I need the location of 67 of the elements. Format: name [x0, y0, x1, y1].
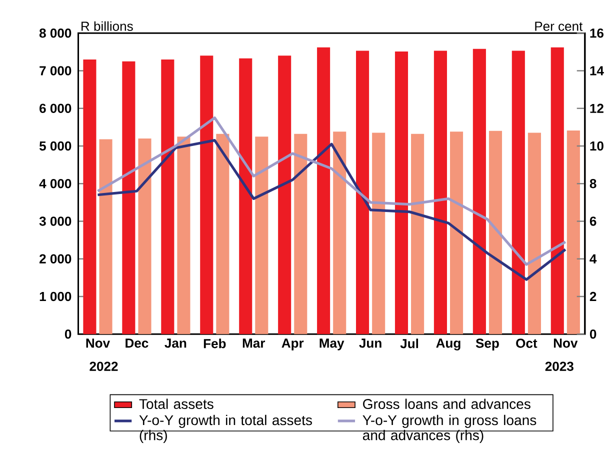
y-tick-label: 4 000	[39, 178, 72, 188]
y-tick-label: 5 000	[39, 141, 72, 150]
bar	[356, 50, 370, 334]
x-tick-label: Sep	[476, 338, 499, 350]
bar	[528, 132, 541, 334]
bar	[122, 61, 136, 334]
x-tick-label: Jul	[400, 338, 418, 348]
y-axis-title: R billions	[82, 21, 133, 31]
bar	[450, 131, 464, 334]
bar	[333, 131, 346, 334]
legend-label: Y-o-Y growth in total assets (rhs)	[139, 414, 312, 443]
bar	[83, 59, 96, 334]
text: 2023	[545, 361, 574, 371]
x-tick-label: Dec	[126, 338, 148, 348]
x-tick-label: Apr	[282, 338, 304, 350]
bar	[566, 130, 580, 334]
y2-tick-label: 4	[590, 254, 597, 264]
y2-tick-label: 14	[590, 66, 604, 75]
bar	[472, 48, 486, 334]
legend-label: Y-o-Y growth in gross loans and advances (rhs)	[362, 414, 536, 443]
bar	[239, 58, 252, 334]
y2-tick-label: 10	[590, 141, 604, 150]
x-tick-label: Mar	[242, 338, 266, 348]
line-series	[96, 116, 567, 266]
x-tick-label: Aug	[436, 338, 460, 350]
y2-axis-title: Per cent	[535, 22, 583, 31]
bar	[317, 47, 330, 334]
bar	[200, 55, 214, 334]
y2-tick-label: 6	[590, 216, 596, 226]
bar	[294, 134, 308, 334]
bar	[434, 50, 447, 334]
x-tick-label: Feb	[204, 338, 226, 348]
bar	[512, 50, 525, 334]
y-tick-label: 8 000	[39, 28, 72, 38]
y-tick-label: 2 000	[40, 254, 72, 264]
y-tick-label: 3 000	[39, 216, 72, 226]
text: 2022	[90, 361, 118, 371]
bar	[216, 134, 230, 334]
bar	[394, 51, 408, 334]
bar	[138, 138, 152, 334]
y-tick-label: 6 000	[40, 104, 72, 113]
bar	[177, 136, 190, 334]
bar	[411, 134, 424, 334]
legend-label: Gross loans and advances	[363, 398, 530, 409]
x-tick-label: Nov	[554, 338, 578, 348]
y2-tick-label: 16	[590, 28, 604, 38]
y2-tick-label: 8	[590, 178, 596, 188]
bar	[372, 132, 386, 334]
bar	[488, 130, 502, 334]
bar	[161, 59, 174, 334]
x-tick-label: Oct	[516, 338, 538, 348]
y2-tick-label: 0	[590, 329, 596, 338]
x-tick-label: May	[320, 338, 344, 350]
y-tick-label: 1 000	[40, 292, 72, 301]
y-tick-label: 0	[64, 329, 72, 338]
y-tick-label: 7 000	[40, 66, 72, 76]
x-tick-label: Jun	[359, 338, 382, 348]
y2-tick-label: 2	[590, 292, 596, 301]
bar	[99, 138, 112, 334]
x-tick-label: Nov	[86, 338, 110, 348]
bar	[278, 55, 292, 334]
line-series	[96, 138, 567, 281]
bar	[550, 47, 564, 334]
x-tick-label: Jan	[164, 338, 186, 348]
legend-label: Total assets	[139, 398, 214, 409]
bar	[255, 136, 268, 334]
y2-tick-label: 12	[590, 104, 604, 113]
